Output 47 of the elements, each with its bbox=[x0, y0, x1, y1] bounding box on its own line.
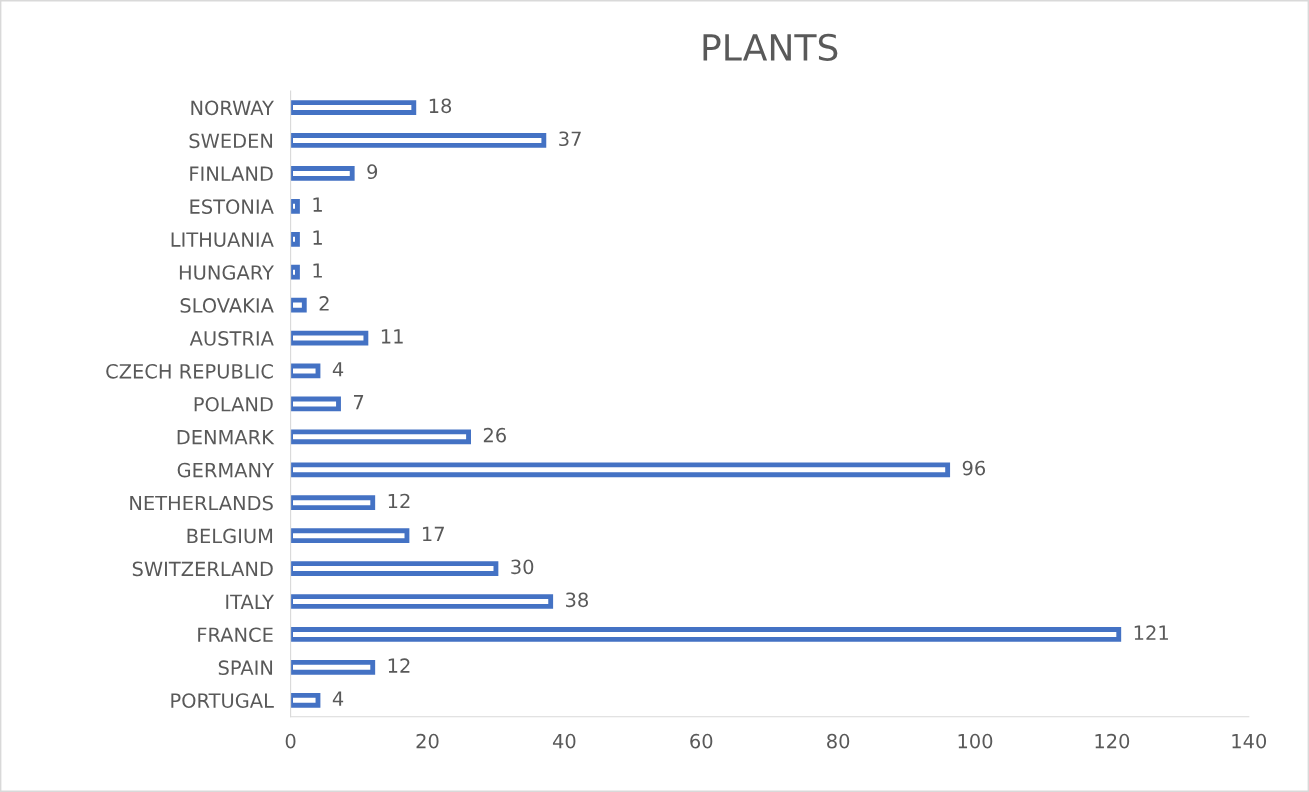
data-label: 11 bbox=[381, 329, 403, 344]
x-tick-label: 140 bbox=[1232, 733, 1267, 749]
y-tick-label: ESTONIA bbox=[190, 199, 274, 214]
data-label: 38 bbox=[566, 592, 588, 608]
data-label: 1 bbox=[313, 230, 322, 245]
data-label: 7 bbox=[353, 395, 364, 410]
x-tick-label: 20 bbox=[416, 733, 439, 749]
data-label: 2 bbox=[319, 296, 329, 311]
y-tick-label: GERMANY bbox=[177, 462, 274, 478]
y-tick-label: AUSTRIA bbox=[189, 331, 274, 346]
y-tick-label: DENMARK bbox=[177, 430, 275, 445]
data-label: 17 bbox=[422, 526, 444, 542]
data-label: 18 bbox=[429, 98, 452, 114]
data-label: 9 bbox=[367, 164, 378, 180]
y-tick-label: POLAND bbox=[194, 396, 273, 412]
x-tick-label: 60 bbox=[690, 733, 713, 749]
y-tick-label: FINLAND bbox=[190, 166, 273, 181]
y-tick-label: NETHERLANDS bbox=[130, 495, 273, 511]
y-tick-label: ITALY bbox=[226, 594, 274, 609]
data-label: 26 bbox=[483, 427, 506, 443]
y-tick-label: SLOVAKIA bbox=[180, 298, 274, 313]
x-tick-label: 100 bbox=[958, 733, 993, 749]
data-label: 12 bbox=[388, 658, 410, 673]
y-tick-label: NORWAY bbox=[191, 100, 274, 116]
x-tick-label: 80 bbox=[827, 733, 850, 749]
y-tick-label: SWEDEN bbox=[189, 133, 273, 149]
y-tick-label: BELGIUM bbox=[187, 528, 273, 544]
y-tick-label: CZECH REPUBLIC bbox=[106, 363, 273, 379]
data-label: 96 bbox=[962, 460, 986, 476]
data-label: 37 bbox=[559, 131, 581, 147]
y-tick-label: LITHUANIA bbox=[171, 232, 274, 247]
x-tick-label: 40 bbox=[552, 733, 576, 749]
y-tick-label: PORTUGAL bbox=[171, 693, 274, 708]
data-label: 30 bbox=[511, 559, 534, 575]
y-tick-label: SWITZERLAND bbox=[132, 561, 273, 577]
chart-title: PLANTS bbox=[703, 33, 838, 62]
y-tick-label: SPAIN bbox=[218, 660, 273, 676]
data-label: 4 bbox=[332, 362, 344, 377]
x-tick-label: 120 bbox=[1095, 733, 1130, 749]
data-label: 1 bbox=[313, 197, 322, 212]
y-tick-label: HUNGARY bbox=[179, 265, 274, 280]
data-label: 121 bbox=[1134, 625, 1168, 640]
y-tick-label: FRANCE bbox=[198, 627, 273, 643]
x-tick-label: 0 bbox=[285, 733, 296, 749]
data-label: 1 bbox=[313, 263, 322, 278]
data-label: 4 bbox=[332, 691, 344, 706]
data-label: 12 bbox=[388, 493, 410, 509]
